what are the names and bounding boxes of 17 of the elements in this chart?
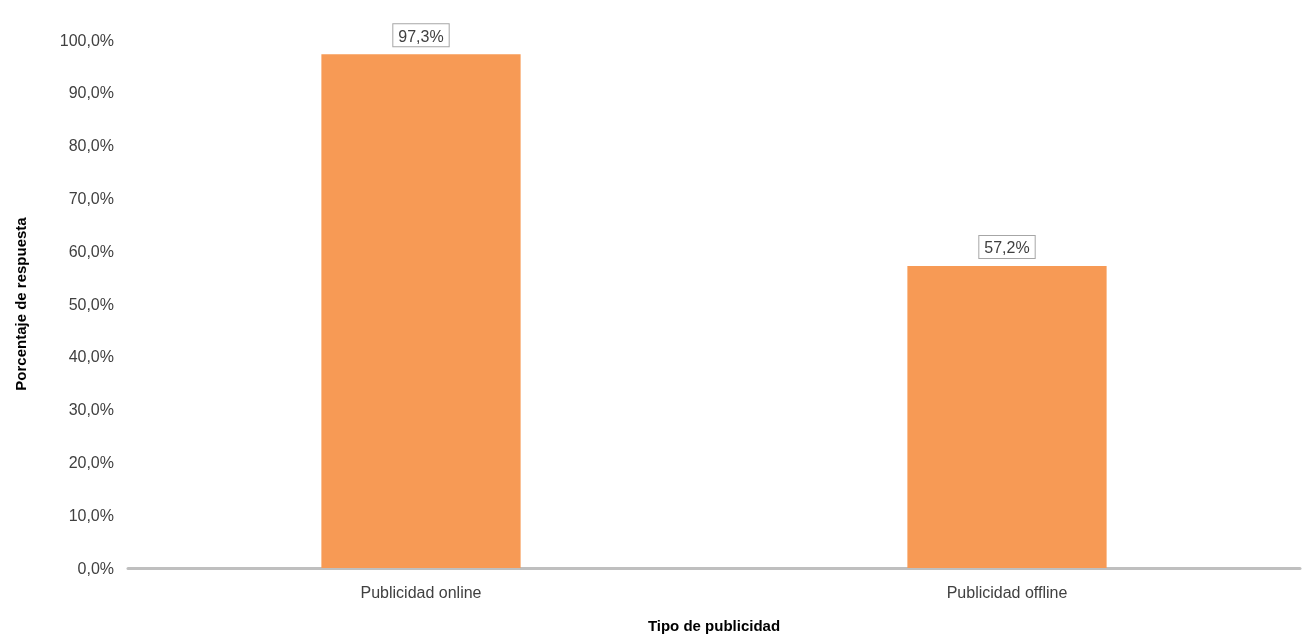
y-tick-label: 100,0%: [59, 31, 114, 49]
y-tick-label: 40,0%: [68, 348, 114, 366]
y-tick-label: 90,0%: [68, 84, 114, 102]
x-axis-title: Tipo de publicidad: [647, 617, 781, 634]
x-tick-label: Publicidad online: [360, 583, 482, 601]
y-axis-title: Porcentaje de respuesta: [12, 216, 29, 391]
x-tick-label: Publicidad offline: [946, 583, 1068, 601]
y-tick-label: 0,0%: [77, 559, 114, 577]
data-label: 57,2%: [984, 239, 1030, 257]
y-tick-label: 50,0%: [68, 295, 114, 313]
data-label: 97,3%: [398, 27, 444, 45]
y-tick-label: 60,0%: [68, 242, 114, 260]
y-tick-label: 20,0%: [68, 453, 114, 471]
y-tick-label: 70,0%: [68, 189, 114, 207]
y-tick-label: 10,0%: [68, 506, 114, 524]
y-tick-label: 80,0%: [68, 137, 114, 155]
y-tick-label: 30,0%: [68, 401, 114, 419]
